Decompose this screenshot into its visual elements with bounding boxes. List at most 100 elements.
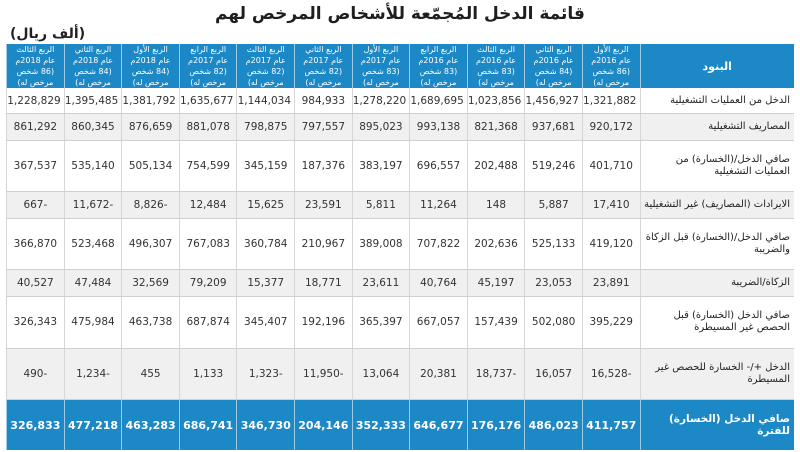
table-cell: 23,591 [294, 191, 353, 220]
table-cell: 984,933 [294, 88, 353, 115]
total-cell: 463,283 [121, 399, 180, 450]
column-year: عام 2016م [476, 56, 517, 65]
column-year: عام 2018م [72, 56, 114, 65]
table-cell: 767,083 [178, 218, 237, 271]
table-cell: 389,008 [351, 218, 410, 271]
column-header-items: البنود [639, 44, 794, 88]
column-quarter: الربع الأول [593, 45, 629, 54]
row-label: الدخل من العمليات التشغيلية [639, 88, 794, 115]
table-cell: 1,023,856 [466, 88, 525, 115]
table-cell: 23,053 [524, 269, 583, 298]
column-quarter: الربع الثاني [535, 45, 572, 54]
column-year: عام 2017م [188, 56, 229, 65]
table-cell: 505,134 [121, 140, 180, 193]
table-cell: 18,771 [294, 269, 353, 298]
table-cell: 23,891 [581, 269, 640, 298]
table-cell: 1,133 [178, 348, 237, 401]
total-cell: 326,833 [6, 399, 65, 450]
column-year: عام 2017م [360, 56, 401, 65]
column-count: (84 شخص مرخص له) [74, 67, 112, 87]
column-header: الربع الرابع عام 2017م (82 شخص مرخص له) [178, 44, 237, 88]
row-label: صافي الدخل/(الخسارة) من العمليات التشغيل… [639, 140, 794, 193]
table-cell: 798,875 [236, 113, 295, 141]
column-quarter: الربع الثالث [477, 45, 515, 54]
column-count: (86 شخص مرخص له) [592, 67, 630, 87]
table-cell: 1,456,927 [524, 88, 583, 115]
total-cell: 646,677 [409, 399, 468, 450]
total-label: صافي الدخل (الخسارة) للفترة [639, 399, 794, 450]
column-header: الربع الثالث عام 2016م (83 شخص مرخص له) [466, 44, 525, 88]
column-header: الربع الثاني عام 2016م (84 شخص مرخص له) [524, 44, 583, 88]
table-cell: 1,689,695 [409, 88, 468, 115]
table-cell: 12,484 [178, 191, 237, 220]
column-header: الربع الثاني عام 2017م (82 شخص مرخص له) [294, 44, 353, 88]
table-cell: 821,368 [466, 113, 525, 141]
table-cell: 707,822 [409, 218, 468, 271]
table-cell: 345,159 [236, 140, 295, 193]
table-cell: 5,887 [524, 191, 583, 220]
column-quarter: الربع الثالث [246, 45, 285, 54]
income-table-container: البنود الربع الأول عام 2016م (86 شخص مرخص ل… [6, 44, 794, 450]
income-table: البنود الربع الأول عام 2016م (86 شخص مرخص ل… [6, 44, 794, 450]
column-count: (82 شخص مرخص له) [246, 67, 285, 87]
total-cell: 477,218 [63, 399, 122, 450]
table-cell: 876,659 [121, 113, 180, 141]
table-cell: 32,569 [121, 269, 180, 298]
column-quarter: الربع الثالث [16, 45, 55, 54]
unit-label: (ألف ريال) [10, 26, 86, 42]
table-cell: 401,710 [581, 140, 640, 193]
table-cell: 475,984 [63, 296, 122, 349]
table-cell: 16,057 [524, 348, 583, 401]
column-header: الربع الأول عام 2017م (83 شخص مرخص له) [351, 44, 410, 88]
table-cell: 419,120 [581, 218, 640, 271]
column-year: عام 2018م [15, 56, 56, 65]
table-cell: 47,484 [63, 269, 122, 298]
table-cell: 797,557 [294, 113, 353, 141]
column-count: (84 شخص مرخص له) [131, 67, 170, 87]
column-year: عام 2017م [303, 56, 344, 65]
table-cell: 525,133 [524, 218, 583, 271]
total-cell: 352,333 [351, 399, 410, 450]
table-cell: -8,826 [121, 191, 180, 220]
header-row: البنود الربع الأول عام 2016م (86 شخص مرخص ل… [6, 44, 794, 88]
total-cell: 486,023 [524, 399, 583, 450]
table-cell: 696,557 [409, 140, 468, 193]
table-cell: 326,343 [6, 296, 65, 349]
table-cell: -18,737 [466, 348, 525, 401]
table-cell: 45,197 [466, 269, 525, 298]
table-cell: 367,537 [6, 140, 65, 193]
table-row: صافي الدخل/(الخسارة) من العمليات التشغيل… [6, 140, 794, 193]
column-quarter: الربع الأول [363, 45, 399, 54]
column-header: الربع الثالث عام 2018م (86 شخص مرخص له) [6, 44, 65, 88]
table-cell: 463,738 [121, 296, 180, 349]
column-header: الربع الأول عام 2018م (84 شخص مرخص له) [121, 44, 180, 88]
table-cell: 365,397 [351, 296, 410, 349]
column-count: (83 شخص مرخص له) [477, 67, 515, 87]
table-cell: 895,023 [351, 113, 410, 141]
row-label: الدخل +/- الخسارة للحصص غير المسيطرة [639, 348, 794, 401]
table-body: الدخل من العمليات التشغيلية 1,321,882 1,45… [6, 88, 794, 450]
table-cell: 496,307 [121, 218, 180, 271]
table-row: الدخل +/- الخسارة للحصص غير المسيطرة -16,… [6, 348, 794, 401]
table-cell: 395,229 [581, 296, 640, 349]
total-cell: 204,146 [294, 399, 353, 450]
table-cell: 1,635,677 [178, 88, 237, 115]
column-quarter: الربع الرابع [190, 45, 227, 54]
table-cell: 535,140 [63, 140, 122, 193]
table-cell: 13,064 [351, 348, 410, 401]
row-label: المصاريف التشغيلية [639, 113, 794, 141]
column-header: الربع الثاني عام 2018م (84 شخص مرخص له) [63, 44, 122, 88]
table-cell: -490 [6, 348, 65, 401]
table-cell: 40,527 [6, 269, 65, 298]
column-count: (86 شخص مرخص له) [16, 67, 55, 87]
table-cell: -667 [6, 191, 65, 220]
table-row: صافي الدخل (الخسارة) قبل الحصص غير المسي… [6, 296, 794, 349]
table-cell: 366,870 [6, 218, 65, 271]
table-cell: 383,197 [351, 140, 410, 193]
table-cell: 993,138 [409, 113, 468, 141]
table-cell: 920,172 [581, 113, 640, 141]
table-cell: 5,811 [351, 191, 410, 220]
table-cell: -11,672 [63, 191, 122, 220]
table-cell: 687,874 [178, 296, 237, 349]
table-cell: 15,625 [236, 191, 295, 220]
